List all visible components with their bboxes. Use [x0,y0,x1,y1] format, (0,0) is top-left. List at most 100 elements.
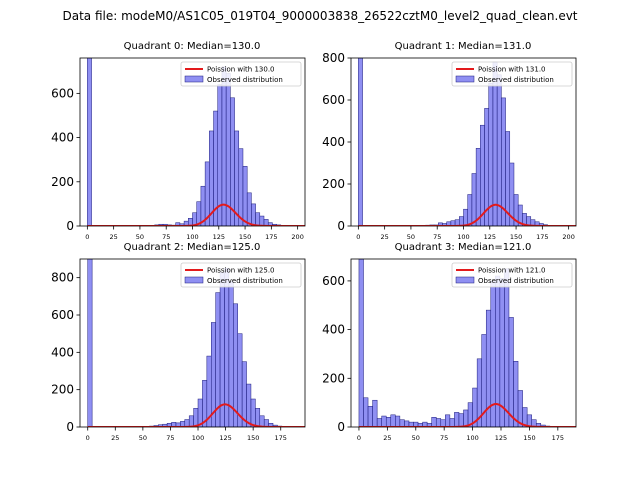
x-tick-label: 100 [466,434,478,442]
histogram-bar [193,408,199,427]
histogram-bar [381,415,387,427]
histogram-bar [87,259,93,427]
legend: Poission with 121.0 Observed distribution [451,262,573,288]
panel-quadrant-1: Quadrant 1: Median=131.0 0 25 50 75 100 125 15… [322,41,577,241]
x-tick-label: 125 [495,434,507,442]
legend-hist-label: Observed distribution [207,277,283,285]
x-tick-label: 0 [357,434,361,442]
x-tick-label: 25 [383,434,391,442]
y-tick-label: 200 [322,371,345,385]
legend-hist-label: Observed distribution [478,76,554,84]
histogram-bar [467,194,473,226]
y-tick-label: 200 [322,177,345,191]
x-tick-label: 75 [440,434,448,442]
figure-suptitle: Data file: modeM0/AS1C05_019T04_90000038… [62,9,577,23]
x-tick-label: 25 [110,233,118,241]
plot-area: 0 25 50 75 100 125 150 175 200 0 200 400 600 Poission… [51,57,306,241]
legend-hist-swatch [455,276,475,284]
y-tick-label: 400 [322,323,345,337]
y-tick-label: 800 [51,271,74,285]
y-tick-label: 600 [51,86,74,100]
legend-box [180,61,302,87]
legend-hist-swatch [184,75,204,83]
x-tick-label: 75 [162,233,170,241]
histogram-bar [376,418,382,427]
x-tick-label: 25 [111,434,119,442]
histogram-bar [242,166,248,226]
legend-box [180,262,302,288]
histogram-bars [358,259,560,427]
x-tick-label: 0 [356,233,360,241]
histogram-bar [358,58,363,226]
x-tick-label: 50 [412,434,420,442]
panel-title: Quadrant 3: Median=121.0 [395,242,532,253]
histogram-bar [458,413,464,427]
x-tick-label: 100 [457,233,469,241]
y-tick-label: 0 [337,420,345,434]
x-tick-label: 100 [186,233,198,241]
x-tick-label: 150 [523,434,535,442]
x-tick-label: 25 [381,233,389,241]
histogram-bars [87,58,298,226]
y-tick-label: 400 [322,135,345,149]
legend-hist-swatch [455,75,475,83]
histogram-bar [87,58,92,226]
x-tick-label: 75 [166,434,174,442]
histogram-bars [87,259,296,427]
panel-quadrant-2: Quadrant 2: Median=125.0 0 25 50 75 100 125 15… [51,242,306,442]
legend: Poission with 125.0 Observed distribution [180,262,302,288]
panel-title: Quadrant 2: Median=125.0 [124,242,261,253]
y-tick-label: 200 [51,175,74,189]
x-tick-label: 125 [213,233,225,241]
x-tick-label: 125 [484,233,496,241]
x-tick-label: 75 [433,233,441,241]
panel-title: Quadrant 0: Median=130.0 [124,41,261,52]
y-tick-label: 600 [322,274,345,288]
x-tick-label: 175 [536,233,548,241]
histogram-bar [508,317,514,427]
panel-quadrant-3: Quadrant 3: Median=121.0 0 25 50 75 100 125 15… [322,242,577,442]
panel-title: Quadrant 1: Median=131.0 [395,41,532,52]
histogram-bar [496,74,502,226]
histogram-bar [255,212,261,226]
histogram-bar [513,361,519,427]
x-tick-label: 50 [407,233,415,241]
histogram-bar [492,61,498,226]
x-tick-label: 50 [139,434,147,442]
histogram-bar [372,399,378,427]
histogram-bar [431,417,437,427]
legend-curve-label: Poission with 131.0 [478,66,546,74]
legend-curve-label: Poission with 121.0 [478,267,546,275]
x-tick-label: 100 [192,434,204,442]
histogram-bar [463,409,469,427]
x-tick-label: 175 [265,233,277,241]
histogram-bar [440,419,446,427]
histogram-bar [358,259,364,427]
legend: Poission with 131.0 Observed distribution [451,61,573,87]
x-tick-label: 0 [86,434,90,442]
x-tick-label: 200 [291,233,303,241]
legend-hist-label: Observed distribution [478,277,554,285]
histogram-bar [246,192,252,226]
y-tick-label: 600 [322,93,345,107]
histogram-bar [385,417,392,427]
histogram-bar [504,268,510,427]
x-tick-label: 175 [552,434,564,442]
x-tick-label: 175 [275,434,287,442]
histogram-bar [224,268,230,427]
histogram-bar [435,418,442,427]
histogram-bar [238,148,244,226]
legend-box [451,262,573,288]
legend: Poission with 130.0 Observed distribution [180,61,302,87]
histogram-bar [449,418,455,427]
histogram-bar [471,173,477,226]
panel-quadrant-0: Quadrant 0: Median=130.0 0 25 50 75 100 125 15… [51,41,306,241]
histogram-bar [459,216,464,226]
histogram-bar [463,208,468,226]
plot-area: 0 25 50 75 100 125 150 175 0 200 400 600 Poission wi… [322,258,577,442]
y-tick-label: 0 [66,219,74,233]
histogram-bar [225,73,231,226]
histogram-bar [221,66,227,226]
y-tick-label: 0 [66,420,74,434]
histogram-bar [230,97,235,226]
